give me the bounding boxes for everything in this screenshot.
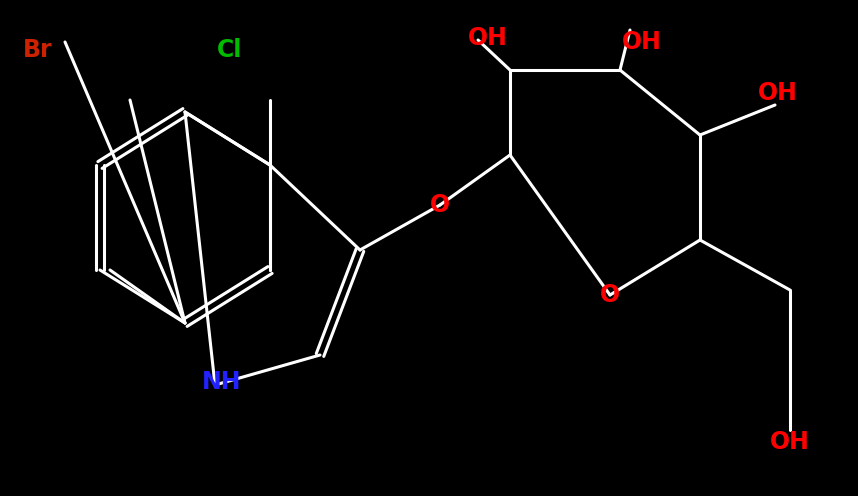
Text: NH: NH	[202, 370, 242, 394]
Text: O: O	[600, 283, 620, 307]
Text: Cl: Cl	[217, 38, 243, 62]
Text: OH: OH	[468, 26, 508, 50]
Text: OH: OH	[622, 30, 662, 54]
Text: OH: OH	[770, 430, 810, 454]
Text: OH: OH	[758, 81, 798, 105]
Text: Br: Br	[23, 38, 53, 62]
Text: O: O	[430, 193, 450, 217]
